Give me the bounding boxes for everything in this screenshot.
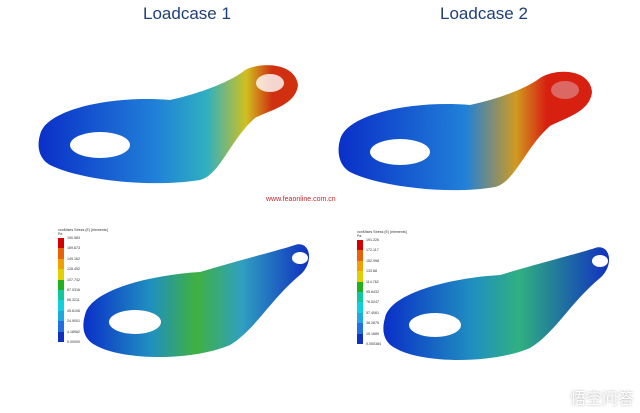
color-scale-segment <box>58 269 64 280</box>
legend-loadcase-1: vonMises Stress (E) [elements] Pa 190.583… <box>58 228 110 344</box>
part-loadcase-1-top <box>38 65 299 184</box>
legend-value: 95.6432 <box>366 289 379 294</box>
color-scale-segment <box>357 323 363 334</box>
legend-value: 114.762 <box>366 279 379 284</box>
legend-value: 172.117 <box>366 248 379 253</box>
legend-unit: Pa <box>357 234 362 238</box>
legend-header: vonMises Stress (E) [elements] <box>58 228 108 232</box>
part-loadcase-2-bottom <box>383 247 610 361</box>
color-scale-segment <box>58 300 64 311</box>
title-loadcase-1: Loadcase 1 <box>143 4 231 23</box>
legend-value: 87.0316 <box>67 287 80 292</box>
legend-value: 4.18962 <box>67 329 80 334</box>
color-scale-segment <box>357 312 363 324</box>
color-scale-segment <box>357 250 363 261</box>
color-scale-bar <box>58 238 64 342</box>
legend-value: 190.583 <box>67 236 80 240</box>
color-scale-segment <box>357 271 363 282</box>
legend-value: 133.88 <box>366 269 377 274</box>
color-scale-bar <box>357 240 363 344</box>
legend-value: 76.5247 <box>366 300 379 305</box>
color-scale-segment <box>357 240 363 251</box>
part-loadcase-1-bottom <box>83 244 310 358</box>
legend-loadcase-2: vonMises Stress (E) [elements] Pa 191.226… <box>357 230 409 346</box>
legend-value: 19.1689 <box>366 331 379 336</box>
legend-value: 38.2875 <box>366 321 379 326</box>
color-scale-segment <box>357 333 363 344</box>
color-scale-segment <box>58 248 64 259</box>
color-scale-segment <box>58 238 64 249</box>
color-scale-segment <box>357 291 363 303</box>
color-scale-segment <box>58 310 64 322</box>
color-scale-segment <box>357 302 363 313</box>
color-scale-segment <box>58 321 64 332</box>
title-loadcase-2: Loadcase 2 <box>440 4 528 23</box>
legend-value: 169.873 <box>67 246 80 251</box>
source-url: www.feaonline.com.cn <box>266 196 336 203</box>
color-scale-segment <box>357 281 363 292</box>
legend-value: 0.00000 <box>67 339 80 344</box>
legend-value: 45.6106 <box>67 308 80 313</box>
legend-value: 191.226 <box>366 238 379 242</box>
legend-value: 149.162 <box>67 256 80 261</box>
color-scale-segment <box>58 279 64 290</box>
legend-value: 128.452 <box>67 267 80 272</box>
legend-value: 107.742 <box>67 277 80 282</box>
legend-unit: Pa <box>58 232 63 236</box>
legend-value: 152.998 <box>366 258 379 263</box>
color-scale-segment <box>357 260 363 272</box>
legend-value: 66.3211 <box>67 298 80 303</box>
legend-value: 0.050384 <box>366 341 381 346</box>
part-loadcase-2-top <box>338 71 592 191</box>
legend-value: 24.9001 <box>67 319 80 324</box>
legend-value: 57.4061 <box>366 310 379 315</box>
color-scale-segment <box>58 331 64 342</box>
legend-header: vonMises Stress (E) [elements] <box>357 230 407 234</box>
color-scale-segment <box>58 258 64 270</box>
watermark: 悟空问答 <box>569 391 634 408</box>
color-scale-segment <box>58 289 64 301</box>
